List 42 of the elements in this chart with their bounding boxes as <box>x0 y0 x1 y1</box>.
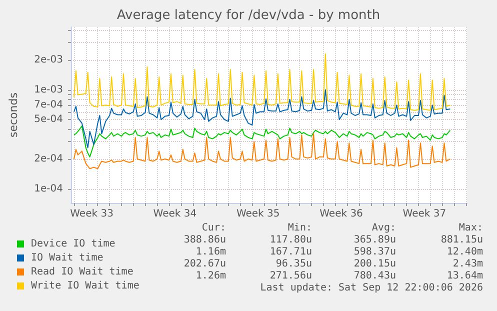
x-tick-label: Week 33 <box>70 208 114 220</box>
x-tick-label: Week 37 <box>402 208 446 220</box>
y-tick-label: 2e-04 <box>34 154 63 165</box>
text: Avg: <box>372 222 396 234</box>
line-series <box>73 53 451 111</box>
text: 1.16m <box>196 246 226 258</box>
legend-label: Write IO Wait time <box>31 280 140 292</box>
legend-label: Device IO time <box>31 238 116 250</box>
x-tick-label: Week 34 <box>153 208 197 220</box>
text: Cur: <box>202 222 226 234</box>
text: 96.35u <box>276 258 312 270</box>
y-tick-label: 1e-03 <box>34 84 63 96</box>
text: 2.43m <box>452 258 483 270</box>
y-tick-label: 2e-03 <box>34 54 63 66</box>
text: 13.64m <box>446 270 483 282</box>
y-tick-label: 5e-04 <box>34 114 63 126</box>
x-tick-label: Week 36 <box>320 208 363 220</box>
text: 598.37u <box>354 246 396 258</box>
text: 388.86u <box>184 234 226 246</box>
y-tick-label: 1e-04 <box>34 183 63 194</box>
text: Min: <box>288 222 312 234</box>
legend-label: Read IO Wait time <box>31 266 134 278</box>
text: 881.15u <box>440 234 483 246</box>
line-series <box>73 126 451 158</box>
text: Max: <box>458 222 483 234</box>
line-series <box>73 133 451 170</box>
chart-title: Average latency for /dev/vda - by month <box>116 8 380 23</box>
text: 1.26m <box>196 270 226 282</box>
text: 271.56u <box>270 270 312 282</box>
text: 200.15u <box>354 258 396 270</box>
text: 117.80u <box>270 234 312 246</box>
text: 365.89u <box>354 234 396 246</box>
text: 780.43u <box>354 270 396 282</box>
text: 167.71u <box>270 246 312 258</box>
legend-label: IO Wait time <box>31 252 104 264</box>
text: 12.40m <box>446 246 483 258</box>
y-tick-label: 7e-04 <box>34 100 63 111</box>
line-series <box>73 89 451 148</box>
text: 202.67u <box>184 258 226 270</box>
text: Last update: Sat Sep 12 22:00:06 2026 <box>260 282 483 294</box>
y-axis-title: seconds <box>7 92 20 138</box>
x-tick-label: Week 35 <box>236 208 280 220</box>
